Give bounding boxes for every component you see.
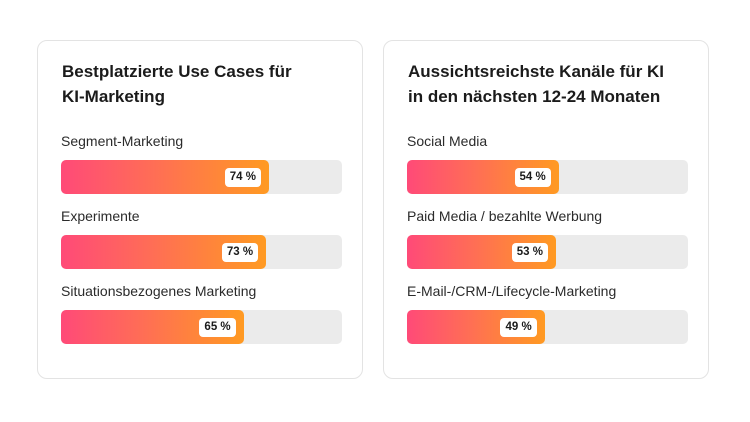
- use-cases-card: Bestplatzierte Use Cases für KI-Marketin…: [37, 40, 363, 379]
- bar-value-label: 74 %: [224, 168, 261, 187]
- bar-label: Experimente: [61, 208, 140, 224]
- use-case-item: Experimente 73 %: [61, 207, 342, 269]
- bar-label: Situationsbezogenes Marketing: [61, 283, 257, 299]
- bar-track: 73 %: [61, 235, 342, 269]
- channels-card: Aussichtsreichste Kanäle für KI in den n…: [383, 40, 709, 379]
- use-cases-title-line-1: Bestplatzierte Use Cases für: [62, 62, 292, 81]
- bar: 53 %: [407, 235, 556, 269]
- bar-track: 65 %: [61, 310, 342, 344]
- bar-label: E-Mail-/CRM-/Lifecycle-Marketing: [407, 283, 617, 299]
- bar-track: 54 %: [407, 160, 688, 194]
- bar-label: Paid Media / bezahlte Werbung: [407, 208, 603, 224]
- use-cases-title-line-2: KI-Marketing: [62, 87, 165, 106]
- bar-value-label: 53 %: [511, 243, 548, 262]
- bar-track: 74 %: [61, 160, 342, 194]
- bar: 65 %: [61, 310, 244, 344]
- channels-title-line-1: Aussichtsreichste Kanäle für KI: [408, 62, 665, 81]
- bar-label: Segment-Marketing: [61, 133, 184, 149]
- bar: 54 %: [407, 160, 559, 194]
- channels-title-line-2: in den nächsten 12-24 Monaten: [408, 87, 661, 106]
- bar: 73 %: [61, 235, 267, 269]
- bar-track: 49 %: [407, 310, 688, 344]
- channel-item: Paid Media / bezahlte Werbung 53 %: [407, 207, 688, 269]
- use-cases-title: Bestplatzierte Use Cases für KI-Marketin…: [62, 59, 352, 109]
- bar-label: Social Media: [407, 133, 488, 149]
- bar-value-label: 73 %: [221, 243, 259, 262]
- bar-value-label: 49 %: [500, 318, 537, 337]
- channel-item: E-Mail-/CRM-/Lifecycle-Marketing 49 %: [407, 282, 688, 344]
- bar-value-label: 54 %: [514, 168, 551, 187]
- use-case-item: Situationsbezogenes Marketing 65 %: [61, 282, 342, 344]
- channels-title: Aussichtsreichste Kanäle für KI in den n…: [408, 59, 698, 109]
- use-case-item: Segment-Marketing 74 %: [61, 132, 342, 194]
- bar: 74 %: [61, 160, 269, 194]
- bar: 49 %: [407, 310, 545, 344]
- bar-track: 53 %: [407, 235, 688, 269]
- bar-value-label: 65 %: [199, 318, 236, 337]
- channel-item: Social Media 54 %: [407, 132, 688, 194]
